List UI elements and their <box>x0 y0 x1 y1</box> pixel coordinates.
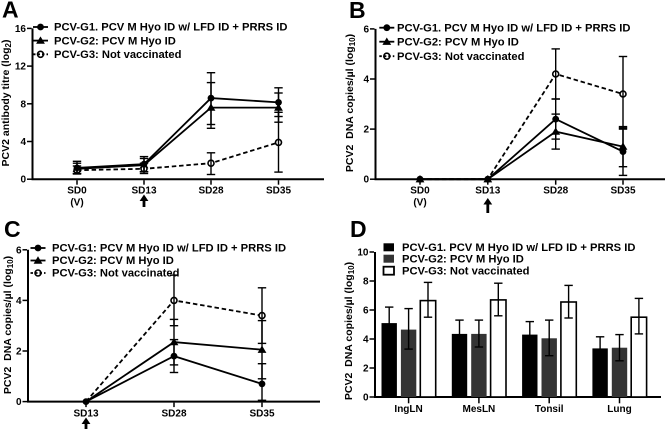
svg-text:PCV2 DNA copies/µl (log10): PCV2 DNA copies/µl (log10) <box>2 256 15 394</box>
svg-text:PCV-G1: PCV M Hyo ID w/ LFD ID: PCV-G1: PCV M Hyo ID w/ LFD ID + PRRS ID <box>52 243 286 255</box>
svg-text:D: D <box>350 216 367 242</box>
svg-text:6: 6 <box>16 245 22 256</box>
svg-text:B: B <box>349 0 366 23</box>
svg-text:Tonsil: Tonsil <box>535 404 564 415</box>
svg-text:PCV-G2: PCV M Hyo ID: PCV-G2: PCV M Hyo ID <box>397 36 519 48</box>
svg-text:0: 0 <box>363 393 369 404</box>
svg-text:4: 4 <box>16 296 22 307</box>
svg-text:SD28: SD28 <box>198 186 223 197</box>
svg-text:PCV-G3: Not vaccinated: PCV-G3: Not vaccinated <box>52 268 180 280</box>
svg-text:4: 4 <box>20 137 26 148</box>
svg-text:C: C <box>4 216 21 242</box>
svg-text:(V): (V) <box>70 198 83 209</box>
svg-text:(V): (V) <box>413 198 426 209</box>
svg-text:SD13: SD13 <box>475 186 500 197</box>
svg-text:0: 0 <box>363 175 369 186</box>
svg-text:PCV-G2: PCV M Hyo ID: PCV-G2: PCV M Hyo ID <box>52 255 174 267</box>
svg-text:PCV-G3: Not vaccinated: PCV-G3: Not vaccinated <box>397 51 525 63</box>
svg-text:6: 6 <box>363 306 369 317</box>
svg-text:SD0: SD0 <box>67 186 87 197</box>
svg-text:PCV-G3: Not vaccinated: PCV-G3: Not vaccinated <box>402 265 530 277</box>
svg-text:Lung: Lung <box>607 404 631 415</box>
svg-text:SD0: SD0 <box>410 186 430 197</box>
svg-text:IngLN: IngLN <box>394 404 422 415</box>
svg-text:8: 8 <box>363 277 369 288</box>
svg-text:0: 0 <box>20 175 26 186</box>
svg-text:SD28: SD28 <box>161 409 186 420</box>
svg-text:SD35: SD35 <box>266 186 291 197</box>
svg-text:PCV-G2: PCV M Hyo ID: PCV-G2: PCV M Hyo ID <box>402 253 524 265</box>
svg-text:PCV-G1. PCV M Hyo ID w/ LFD ID: PCV-G1. PCV M Hyo ID w/ LFD ID + PRRS ID <box>397 22 630 34</box>
svg-text:10: 10 <box>357 248 369 259</box>
svg-text:PCV-G3: Not vaccinated: PCV-G3: Not vaccinated <box>54 49 182 61</box>
svg-text:PCV2 antibody titre (log2): PCV2 antibody titre (log2) <box>0 40 13 167</box>
svg-text:6: 6 <box>363 24 369 35</box>
svg-text:SD13: SD13 <box>131 186 156 197</box>
svg-text:2: 2 <box>363 364 369 375</box>
svg-text:SD28: SD28 <box>543 186 568 197</box>
svg-text:8: 8 <box>20 99 26 110</box>
svg-text:2: 2 <box>363 125 369 136</box>
svg-text:PCV2 DNA copies/µl (log10): PCV2 DNA copies/µl (log10) <box>344 34 357 172</box>
svg-text:PCV2 DNA copies/µl (log10): PCV2 DNA copies/µl (log10) <box>343 262 356 400</box>
svg-text:16: 16 <box>15 24 27 35</box>
svg-text:PCV-G1. PCV M Hyo ID w/ LFD ID: PCV-G1. PCV M Hyo ID w/ LFD ID + PRRS ID <box>402 242 635 254</box>
svg-text:4: 4 <box>363 335 369 346</box>
svg-text:12: 12 <box>15 62 27 73</box>
svg-text:SD35: SD35 <box>610 186 635 197</box>
svg-text:A: A <box>2 0 19 23</box>
svg-text:2: 2 <box>16 347 22 358</box>
svg-text:SD13: SD13 <box>73 409 98 420</box>
svg-text:SD35: SD35 <box>249 409 274 420</box>
svg-text:4: 4 <box>363 75 369 86</box>
svg-text:PCV-G2: PCV M Hyo ID: PCV-G2: PCV M Hyo ID <box>54 35 176 47</box>
svg-text:PCV-G1. PCV M Hyo ID w/ LFD ID: PCV-G1. PCV M Hyo ID w/ LFD ID + PRRS ID <box>54 22 287 34</box>
svg-text:MesLN: MesLN <box>463 404 496 415</box>
svg-text:0: 0 <box>16 397 22 408</box>
